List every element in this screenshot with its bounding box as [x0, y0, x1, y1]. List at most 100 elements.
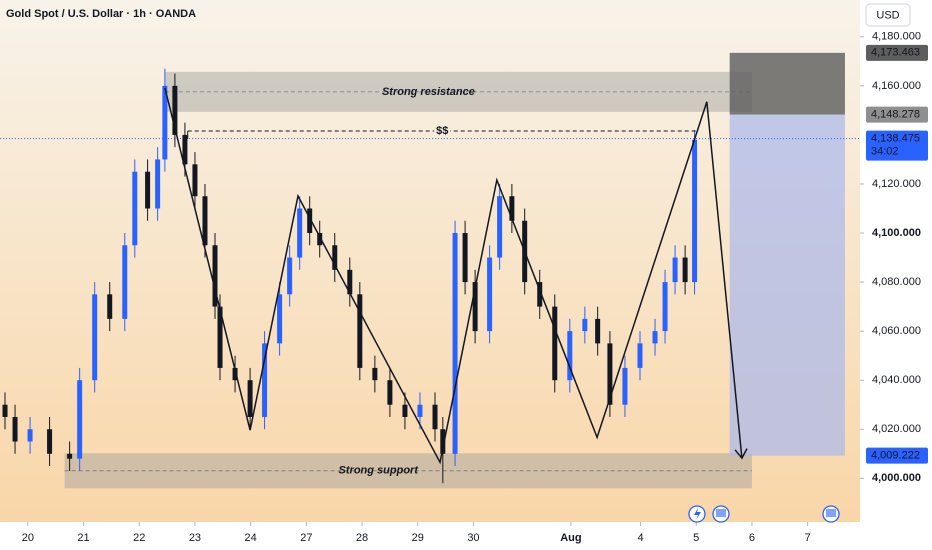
candle-body	[432, 404, 438, 430]
candle-body	[567, 331, 573, 381]
price-badge	[866, 447, 928, 464]
y-tick-label: 4,060.000	[872, 325, 921, 337]
event-icon-glyph	[716, 509, 726, 517]
price-badge	[866, 106, 928, 123]
x-tick-label: 23	[189, 532, 201, 544]
candle-body	[277, 294, 283, 344]
candle-body	[402, 404, 408, 417]
candle-body	[487, 257, 493, 332]
candle-body	[287, 257, 293, 295]
y-tick-label: 4,040.000	[872, 374, 921, 386]
candle-body	[347, 269, 353, 295]
y-tick-label: 4,100.000	[872, 227, 921, 239]
x-tick-label: 20	[22, 532, 34, 544]
y-tick-label: 4,180.000	[872, 31, 921, 43]
candle-body	[622, 367, 628, 405]
candle-body	[462, 233, 468, 283]
x-tick-label: 22	[133, 532, 145, 544]
candle-body	[145, 171, 151, 209]
y-tick-label: 4,020.000	[872, 423, 921, 435]
plot-background	[0, 0, 860, 522]
zone	[164, 71, 752, 112]
candle-body	[297, 208, 303, 258]
zone-label: Strong support	[339, 465, 420, 477]
candle-body	[27, 429, 33, 442]
candle-body	[162, 85, 168, 160]
y-tick-label: 4,120.000	[872, 178, 921, 190]
x-tick-label: 27	[300, 532, 312, 544]
candle-body	[212, 245, 218, 307]
x-tick-label: 29	[412, 532, 424, 544]
price-badge-label: 4,148.278	[871, 109, 920, 121]
candle-body	[595, 318, 601, 344]
y-tick-label: 4,160.000	[872, 80, 921, 92]
liquidity-label: $$	[436, 125, 448, 137]
price-badge	[866, 44, 928, 61]
x-tick-label: 5	[693, 532, 699, 544]
candle-body	[202, 196, 208, 246]
candle-body	[387, 380, 393, 405]
candle-body	[172, 85, 178, 135]
price-badge	[866, 130, 928, 161]
candle-body	[317, 233, 323, 246]
candle-body	[182, 134, 188, 165]
candle-body	[217, 306, 223, 368]
candle-body	[509, 196, 515, 221]
price-badge-label: 4,173.463	[871, 47, 920, 59]
x-tick-label: 6	[749, 532, 755, 544]
candle-body	[417, 404, 423, 417]
candle-body	[582, 318, 588, 332]
candle-body	[107, 294, 113, 319]
currency-label[interactable]: USD	[876, 9, 899, 21]
candle-body	[332, 245, 338, 270]
x-tick-label: 21	[77, 532, 89, 544]
y-tick-label: 4,080.000	[872, 276, 921, 288]
currency-button[interactable]	[865, 3, 911, 27]
x-tick-label: Aug	[560, 532, 581, 544]
candle-body	[440, 429, 446, 454]
candle-body	[692, 139, 698, 283]
candle-body	[307, 208, 313, 234]
candle-body	[682, 257, 688, 283]
price-badge-label: 4,138.475	[871, 133, 920, 145]
candle-body	[652, 331, 658, 344]
candle-body	[662, 282, 668, 332]
candle-body	[357, 294, 363, 368]
candle-body	[77, 380, 83, 459]
candle-body	[497, 196, 503, 258]
event-icon-glyph	[694, 508, 701, 520]
price-badge-label: 4,009.222	[871, 450, 920, 462]
candle-body	[232, 367, 238, 381]
candle-body	[47, 429, 53, 454]
candle-body	[155, 159, 161, 209]
candle-body	[92, 294, 98, 381]
candle-body	[537, 282, 543, 307]
candle-body	[247, 380, 253, 417]
x-tick-label: 4	[637, 532, 643, 544]
x-tick-label: 28	[356, 532, 368, 544]
candle-body	[192, 164, 198, 197]
candle-body	[472, 282, 478, 332]
candle-body	[132, 171, 138, 246]
candle-body	[552, 306, 558, 381]
time-axis-background	[0, 522, 860, 550]
candle-body	[672, 257, 678, 283]
candle-body	[637, 343, 643, 368]
position-reward	[729, 114, 845, 456]
candle-body	[122, 245, 128, 319]
x-tick-label: 30	[467, 532, 479, 544]
candle-body	[452, 233, 458, 454]
candle-body	[67, 453, 73, 459]
x-tick-label: 7	[805, 532, 811, 544]
candle-body	[12, 416, 18, 442]
candle-body	[372, 367, 378, 381]
event-icon-glyph	[826, 509, 836, 517]
candle-body	[2, 404, 8, 417]
event-icons	[688, 505, 840, 523]
pattern-line	[164, 87, 748, 465]
y-tick-label: 4,000.000	[872, 472, 921, 484]
x-tick-label: 24	[245, 532, 257, 544]
candle-body	[262, 343, 268, 417]
price-countdown: 34:02	[871, 146, 899, 158]
